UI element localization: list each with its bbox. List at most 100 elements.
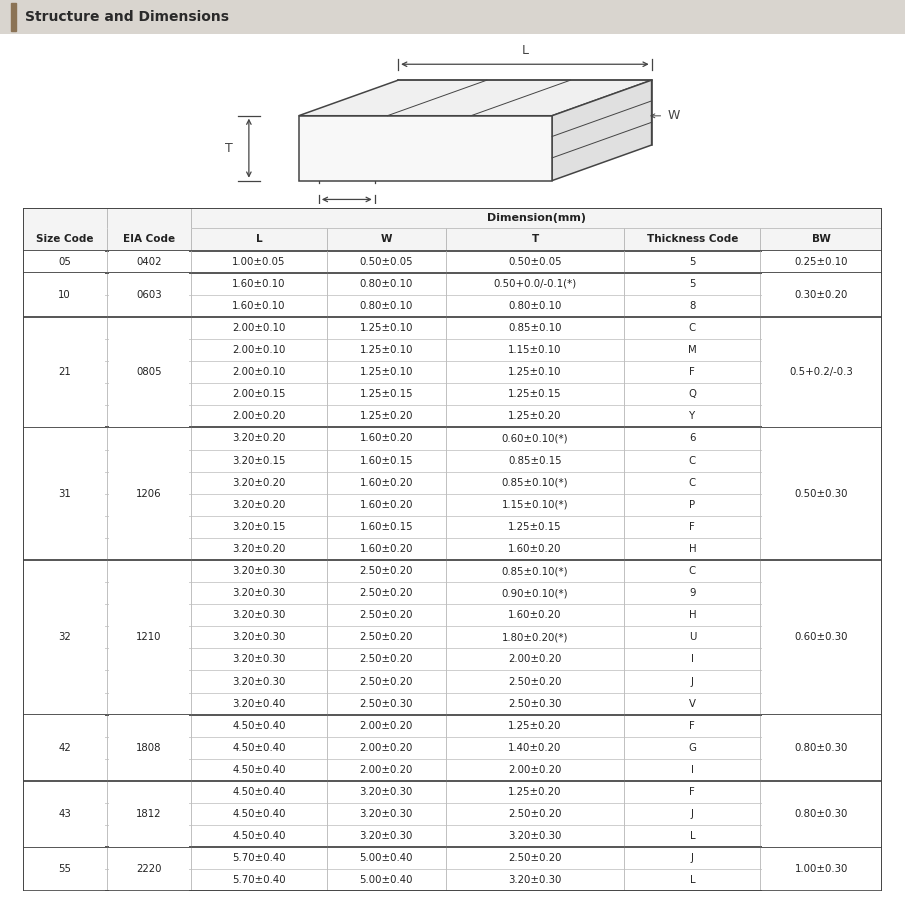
Bar [24,848,105,891]
Bar [762,428,881,559]
Bar [109,252,189,272]
Text: 2.50±0.20: 2.50±0.20 [359,566,413,576]
Text: 3.20±0.15: 3.20±0.15 [233,455,286,465]
Text: 31: 31 [59,489,71,499]
Bar [109,428,189,559]
Bar [762,782,881,846]
Text: 2.50±0.20: 2.50±0.20 [359,677,413,687]
Text: 1.60±0.20: 1.60±0.20 [509,544,562,554]
Text: 0.80±0.30: 0.80±0.30 [795,809,848,819]
Text: 1.25±0.20: 1.25±0.20 [509,787,562,797]
Text: 1.00±0.30: 1.00±0.30 [795,853,848,863]
Text: 1206: 1206 [136,433,162,443]
Bar [762,252,881,272]
Text: 0.5+0.2/-0.3: 0.5+0.2/-0.3 [789,367,853,377]
Bar [109,561,189,714]
Text: 2220: 2220 [137,853,162,863]
Text: J: J [691,677,694,687]
Text: 1.25±0.15: 1.25±0.15 [359,389,413,399]
Text: 0.85±0.10(*): 0.85±0.10(*) [501,478,568,488]
Text: 3.20±0.20: 3.20±0.20 [233,433,286,443]
Text: P: P [690,500,695,510]
Polygon shape [299,81,652,116]
Text: 3.20±0.20: 3.20±0.20 [233,500,286,510]
Text: BW: BW [346,207,367,220]
Text: Y: Y [690,412,695,422]
Text: 0.80±0.10: 0.80±0.10 [359,301,413,311]
Text: C: C [689,455,696,465]
Bar [11,4,16,31]
Text: 21: 21 [59,323,71,333]
Text: 0.50±0.30: 0.50±0.30 [795,489,848,499]
Bar [24,318,105,427]
Text: 4.50±0.40: 4.50±0.40 [233,809,286,819]
Text: 1.25±0.20: 1.25±0.20 [509,720,562,730]
Text: 0402: 0402 [137,257,162,267]
Text: 2.00±0.15: 2.00±0.15 [233,389,286,399]
Text: 2.00±0.20: 2.00±0.20 [233,412,286,422]
Text: 32: 32 [59,633,71,643]
Text: 3.20±0.30: 3.20±0.30 [233,566,286,576]
Text: 43: 43 [59,787,71,797]
Text: 0.25±0.10: 0.25±0.10 [795,257,848,267]
Text: H: H [689,610,696,620]
Text: 0603: 0603 [136,279,162,289]
Text: 0.80±0.10: 0.80±0.10 [509,301,562,311]
Text: 31: 31 [59,489,71,499]
Text: 5.70±0.40: 5.70±0.40 [233,853,286,863]
Text: I: I [691,654,694,664]
Text: 21: 21 [59,367,71,377]
Text: 0.80±0.30: 0.80±0.30 [795,743,848,753]
Text: 1210: 1210 [137,633,162,643]
Text: 0.85±0.10(*): 0.85±0.10(*) [501,566,568,576]
Text: 0805: 0805 [136,367,162,377]
Text: 55: 55 [58,864,71,874]
Text: 3.20±0.30: 3.20±0.30 [233,654,286,664]
Text: 5.70±0.40: 5.70±0.40 [233,875,286,885]
Text: 0.50+0.0/-0.1(*): 0.50+0.0/-0.1(*) [493,279,576,289]
Text: 3.20±0.40: 3.20±0.40 [233,699,286,709]
Text: 0.60±0.30: 0.60±0.30 [795,633,848,643]
Text: 2.50±0.20: 2.50±0.20 [359,654,413,664]
Text: 0.80±0.30: 0.80±0.30 [795,720,848,730]
Text: 05: 05 [58,257,71,267]
Text: 10: 10 [59,279,71,289]
Text: 0.80±0.10: 0.80±0.10 [359,279,413,289]
Text: 1.60±0.10: 1.60±0.10 [233,279,286,289]
Text: C: C [689,323,696,333]
Text: 0.80±0.30: 0.80±0.30 [795,743,848,753]
Bar [109,273,189,316]
Text: Q: Q [689,389,696,399]
Text: 0.50±0.30: 0.50±0.30 [795,489,848,499]
Text: Structure and Dimensions: Structure and Dimensions [25,10,229,24]
Text: 6: 6 [689,433,696,443]
Text: 1812: 1812 [137,787,162,797]
Text: 1206: 1206 [136,489,162,499]
Text: 1.25±0.20: 1.25±0.20 [509,412,562,422]
Text: 1812: 1812 [137,809,162,819]
Text: 0.30±0.20: 0.30±0.20 [795,290,848,300]
Text: L: L [521,44,529,57]
Bar [109,782,189,846]
Text: 0.50±0.05: 0.50±0.05 [359,257,413,267]
Text: 31: 31 [59,433,71,443]
Text: 1.25±0.15: 1.25±0.15 [509,522,562,532]
Text: L: L [690,875,695,885]
Text: 1.00±0.30: 1.00±0.30 [795,864,848,874]
Text: 4.50±0.40: 4.50±0.40 [233,720,286,730]
Text: Thickness Code: Thickness Code [647,234,738,244]
Text: 0805: 0805 [136,323,162,333]
Bar [24,252,105,272]
Text: 1.60±0.20: 1.60±0.20 [359,544,413,554]
Text: 2220: 2220 [137,864,162,874]
Text: 0.85±0.10: 0.85±0.10 [509,323,562,333]
Text: 1812: 1812 [137,809,162,819]
Bar [24,715,105,780]
Text: 1808: 1808 [137,743,162,753]
Text: 0.25±0.10: 0.25±0.10 [795,257,848,267]
Text: 2.50±0.20: 2.50±0.20 [509,809,562,819]
Bar [109,318,189,427]
Text: 1.60±0.20: 1.60±0.20 [359,500,413,510]
Text: 1.60±0.15: 1.60±0.15 [359,522,413,532]
Text: 4.50±0.40: 4.50±0.40 [233,765,286,775]
